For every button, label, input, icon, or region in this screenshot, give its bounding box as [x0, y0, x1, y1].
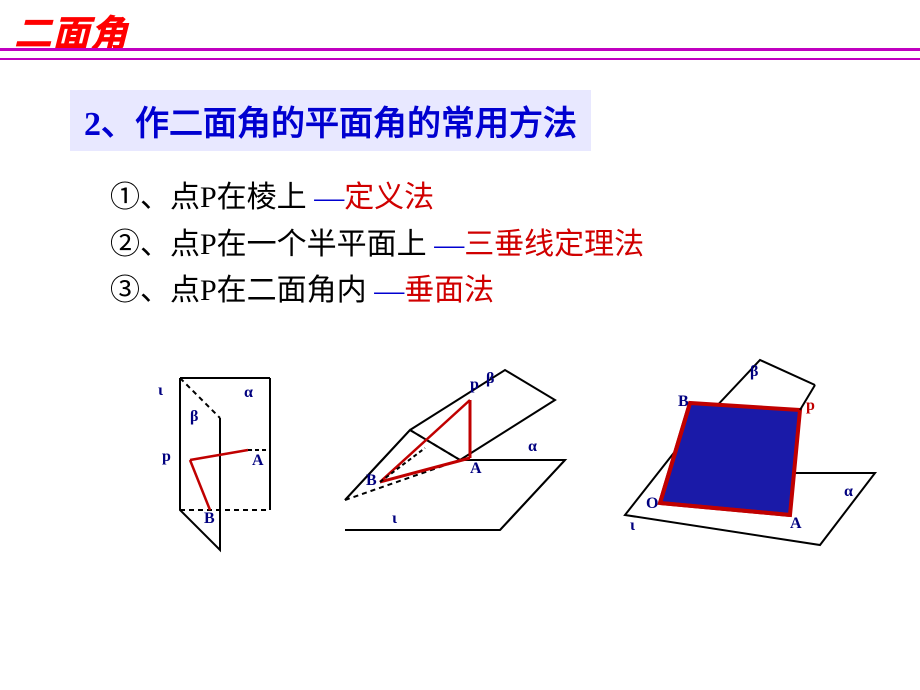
method-prefix: 、点P在二面角内 — [140, 274, 367, 307]
methods-list: ①、点P在棱上 —定义法 ②、点P在一个半平面上 —三垂线定理法 ③、点P在二面… — [110, 175, 644, 315]
method-item-2: ②、点P在一个半平面上 —三垂线定理法 — [110, 222, 644, 269]
method-name: 定义法 — [344, 181, 434, 214]
section-heading: 2、作二面角的平面角的常用方法 — [70, 90, 591, 151]
diagram-1: ι α β p A B — [140, 370, 300, 560]
method-dash: — — [427, 228, 465, 261]
diagram-2: p β α A B ι — [340, 360, 590, 560]
method-prefix: 、点P在一个半平面上 — [140, 228, 427, 261]
diagrams-container: ι α β p A B — [0, 360, 920, 660]
label-alpha: α — [528, 438, 537, 456]
label-A: A — [790, 515, 802, 533]
label-alpha: α — [844, 483, 853, 501]
label-A: A — [252, 452, 264, 470]
label-B: B — [678, 393, 689, 411]
diagram-3-svg — [610, 355, 890, 565]
label-p: p — [806, 397, 815, 415]
label-alpha: α — [244, 384, 253, 402]
divider-thin — [0, 58, 920, 60]
label-p: p — [470, 376, 479, 394]
label-O: O — [646, 495, 658, 513]
method-dash: — — [367, 274, 405, 307]
label-iota: ι — [158, 382, 163, 400]
label-beta: β — [750, 363, 758, 381]
label-beta: β — [190, 408, 198, 426]
method-item-3: ③、点P在二面角内 —垂面法 — [110, 268, 644, 315]
method-name: 垂面法 — [404, 274, 494, 307]
method-num: ① — [110, 181, 140, 214]
divider-thick — [0, 48, 920, 51]
method-num: ③ — [110, 274, 140, 307]
label-beta: β — [486, 370, 494, 388]
method-num: ② — [110, 228, 140, 261]
method-dash: — — [307, 181, 345, 214]
label-iota: ι — [630, 517, 635, 535]
diagram-3: β B p α A O ι — [610, 355, 890, 565]
method-name: 三垂线定理法 — [464, 228, 644, 261]
label-B: B — [366, 472, 377, 490]
diagram-2-svg — [340, 360, 590, 560]
label-p: p — [162, 448, 171, 466]
method-item-1: ①、点P在棱上 —定义法 — [110, 175, 644, 222]
label-A: A — [470, 460, 482, 478]
method-prefix: 、点P在棱上 — [140, 181, 307, 214]
label-B: B — [204, 510, 215, 528]
label-iota: ι — [392, 510, 397, 528]
